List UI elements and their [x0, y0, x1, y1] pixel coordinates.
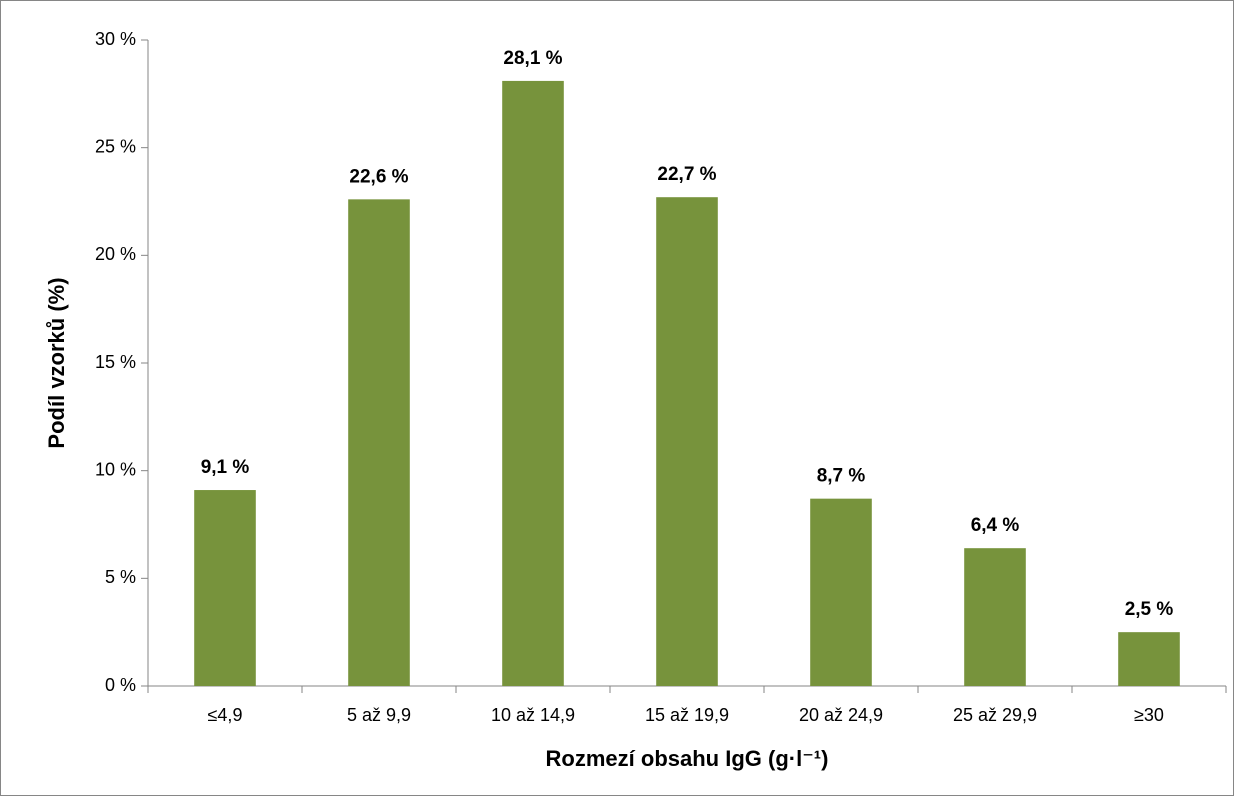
value-label: 22,6 %	[349, 166, 408, 187]
y-tick-label: 10 %	[95, 459, 136, 479]
x-tick-label: 5 až 9,9	[347, 705, 411, 725]
bar	[194, 490, 256, 686]
y-tick-label: 20 %	[95, 244, 136, 264]
x-tick-label: 25 až 29,9	[953, 705, 1037, 725]
x-tick-label: ≤4,9	[208, 705, 243, 725]
y-tick-label: 5 %	[105, 567, 136, 587]
x-tick-label: 15 až 19,9	[645, 705, 729, 725]
bar	[348, 199, 410, 686]
value-label: 8,7 %	[817, 466, 866, 487]
value-label: 2,5 %	[1125, 599, 1174, 620]
y-tick-label: 15 %	[95, 352, 136, 372]
value-label: 9,1 %	[201, 457, 250, 478]
bar	[964, 548, 1026, 686]
x-tick-label: 10 až 14,9	[491, 705, 575, 725]
y-tick-label: 30 %	[95, 29, 136, 49]
y-tick-label: 0 %	[105, 675, 136, 695]
x-axis-title: Rozmezí obsahu IgG (g·l⁻¹)	[546, 746, 829, 771]
bar	[810, 498, 872, 686]
bar	[1118, 632, 1180, 686]
x-tick-label: 20 až 24,9	[799, 705, 883, 725]
value-label: 22,7 %	[657, 164, 716, 185]
bar	[656, 197, 718, 686]
y-axis-title: Podíl vzorků (%)	[44, 277, 69, 448]
x-tick-label: ≥30	[1134, 705, 1164, 725]
bar	[502, 80, 564, 686]
y-tick-label: 25 %	[95, 136, 136, 156]
value-label: 28,1 %	[503, 48, 562, 69]
value-label: 6,4 %	[971, 515, 1020, 536]
